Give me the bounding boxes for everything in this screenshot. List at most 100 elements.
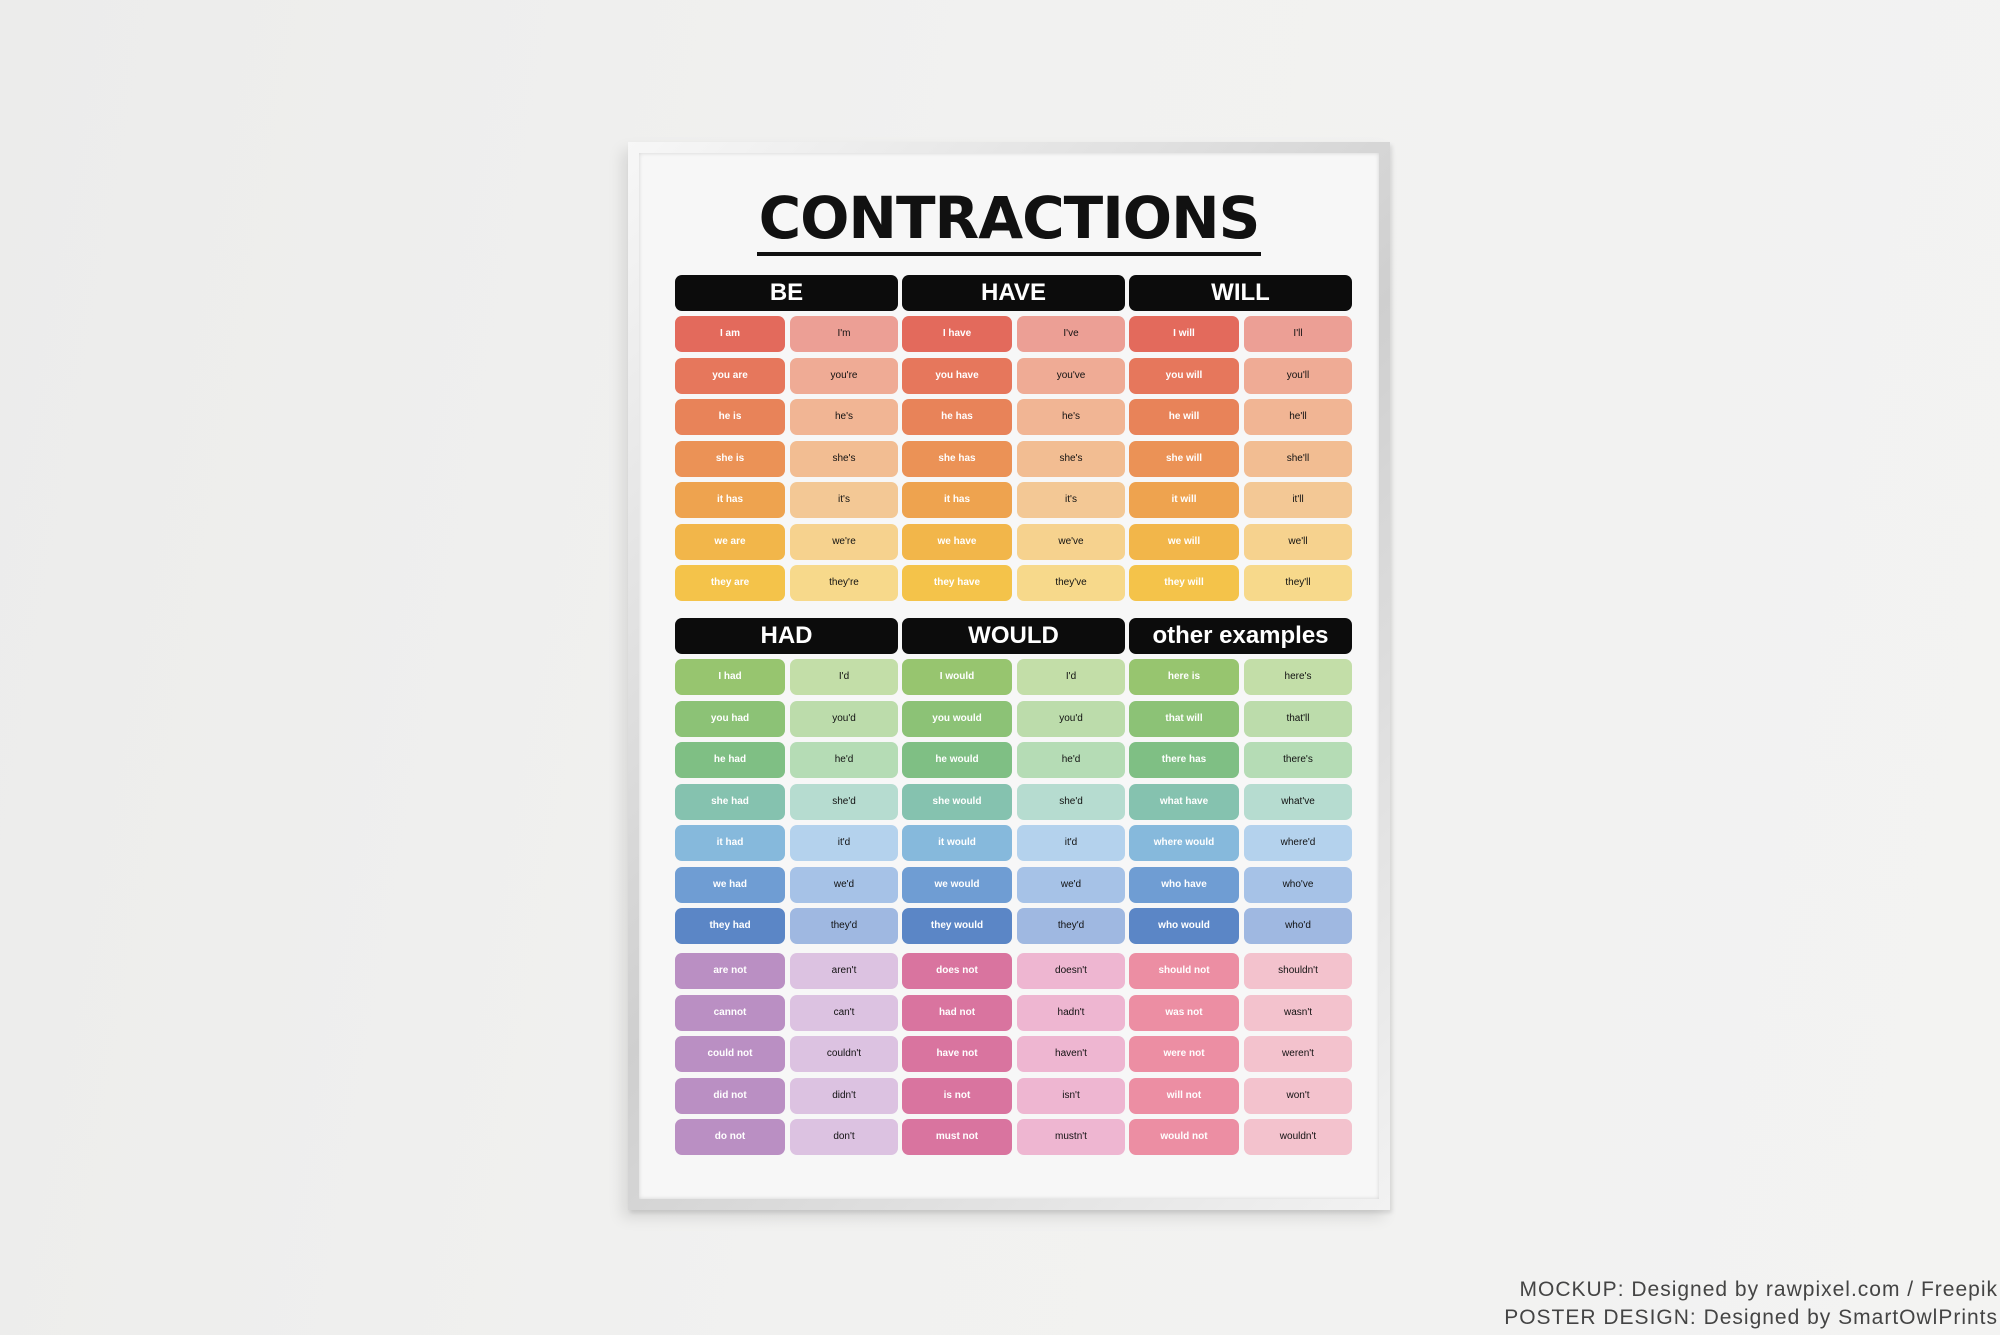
full-form-cell: was not — [1129, 994, 1239, 1031]
contraction-cell: she'd — [790, 783, 898, 820]
full-form-cell: what have — [1129, 783, 1239, 820]
contraction-cell: I've — [1017, 316, 1125, 352]
contraction-cell: who've — [1244, 866, 1352, 903]
contraction-cell: I'd — [790, 659, 898, 695]
poster-title: CONTRACTIONS — [639, 184, 1379, 256]
contraction-cell: what've — [1244, 783, 1352, 820]
contraction-cell: you've — [1017, 357, 1125, 394]
full-form-cell: is not — [902, 1077, 1012, 1114]
contraction-cell: he'd — [790, 742, 898, 778]
contraction-cell: it'll — [1244, 482, 1352, 518]
full-form-cell: will not — [1129, 1077, 1239, 1114]
full-form-cell: we have — [902, 523, 1012, 560]
contraction-cell: he's — [1017, 399, 1125, 435]
full-form-cell: they are — [675, 565, 785, 601]
section-header: WILL — [1129, 275, 1352, 311]
section-header: other examples — [1129, 618, 1352, 654]
full-form-cell: he will — [1129, 399, 1239, 435]
contraction-cell: you'll — [1244, 357, 1352, 394]
contraction-cell: wouldn't — [1244, 1119, 1352, 1155]
full-form-cell: she has — [902, 440, 1012, 477]
full-form-cell: had not — [902, 994, 1012, 1031]
contraction-cell: there's — [1244, 742, 1352, 778]
contraction-cell: we'd — [790, 866, 898, 903]
contraction-cell: can't — [790, 994, 898, 1031]
credits: MOCKUP: Designed by rawpixel.com / Freep… — [1504, 1276, 1998, 1332]
contraction-cell: I'll — [1244, 316, 1352, 352]
contraction-cell: won't — [1244, 1077, 1352, 1114]
contraction-cell: wasn't — [1244, 994, 1352, 1031]
contraction-cell: isn't — [1017, 1077, 1125, 1114]
full-form-cell: you have — [902, 357, 1012, 394]
contraction-cell: they'll — [1244, 565, 1352, 601]
contraction-cell: didn't — [790, 1077, 898, 1114]
full-form-cell: there has — [1129, 742, 1239, 778]
full-form-cell: you had — [675, 700, 785, 737]
mockup-credit: MOCKUP: Designed by rawpixel.com / Freep… — [1519, 1278, 1998, 1301]
contractions-poster: CONTRACTIONS BE HAVE WILL I am I'm you are you… — [639, 153, 1379, 1199]
contraction-cell: shouldn't — [1244, 953, 1352, 989]
poster-frame: CONTRACTIONS BE HAVE WILL I am I'm you are you… — [628, 142, 1390, 1210]
contraction-cell: haven't — [1017, 1036, 1125, 1072]
poster-title-text: CONTRACTIONS — [756, 184, 1262, 256]
full-form-cell: they have — [902, 565, 1012, 601]
full-form-cell: cannot — [675, 994, 785, 1031]
full-form-cell: I have — [902, 316, 1012, 352]
full-form-cell: she is — [675, 440, 785, 477]
contraction-cell: you're — [790, 357, 898, 394]
contraction-cell: doesn't — [1017, 953, 1125, 989]
full-form-cell: that will — [1129, 700, 1239, 737]
full-form-cell: were not — [1129, 1036, 1239, 1072]
full-form-cell: are not — [675, 953, 785, 989]
full-form-cell: you are — [675, 357, 785, 394]
full-form-cell: I am — [675, 316, 785, 352]
contraction-cell: they're — [790, 565, 898, 601]
full-form-cell: they would — [902, 908, 1012, 944]
full-form-cell: it has — [902, 482, 1012, 518]
contraction-cell: we're — [790, 523, 898, 560]
full-form-cell: we had — [675, 866, 785, 903]
full-form-cell: would not — [1129, 1119, 1239, 1155]
full-form-cell: have not — [902, 1036, 1012, 1072]
contraction-cell: you'd — [790, 700, 898, 737]
contraction-cell: couldn't — [790, 1036, 898, 1072]
contraction-cell: she's — [790, 440, 898, 477]
full-form-cell: where would — [1129, 825, 1239, 861]
full-form-cell: I had — [675, 659, 785, 695]
full-form-cell: we will — [1129, 523, 1239, 560]
full-form-cell: do not — [675, 1119, 785, 1155]
contraction-cell: I'm — [790, 316, 898, 352]
contraction-cell: she's — [1017, 440, 1125, 477]
full-form-cell: we are — [675, 523, 785, 560]
full-form-cell: they will — [1129, 565, 1239, 601]
full-form-cell: could not — [675, 1036, 785, 1072]
full-form-cell: he is — [675, 399, 785, 435]
full-form-cell: must not — [902, 1119, 1012, 1155]
contraction-cell: they'd — [1017, 908, 1125, 944]
contraction-cell: it's — [1017, 482, 1125, 518]
contraction-cell: mustn't — [1017, 1119, 1125, 1155]
contraction-cell: he'll — [1244, 399, 1352, 435]
full-form-cell: you would — [902, 700, 1012, 737]
full-form-cell: who would — [1129, 908, 1239, 944]
contraction-cell: who'd — [1244, 908, 1352, 944]
contraction-cell: weren't — [1244, 1036, 1352, 1072]
contraction-cell: she'll — [1244, 440, 1352, 477]
section-header: HAD — [675, 618, 898, 654]
full-form-cell: here is — [1129, 659, 1239, 695]
full-form-cell: who have — [1129, 866, 1239, 903]
contraction-cell: here's — [1244, 659, 1352, 695]
full-form-cell: does not — [902, 953, 1012, 989]
full-form-cell: we would — [902, 866, 1012, 903]
full-form-cell: it has — [675, 482, 785, 518]
contraction-cell: he's — [790, 399, 898, 435]
full-form-cell: it will — [1129, 482, 1239, 518]
contraction-cell: it'd — [790, 825, 898, 861]
full-form-cell: I will — [1129, 316, 1239, 352]
full-form-cell: he would — [902, 742, 1012, 778]
contraction-cell: where'd — [1244, 825, 1352, 861]
contraction-cell: you'd — [1017, 700, 1125, 737]
full-form-cell: he had — [675, 742, 785, 778]
full-form-cell: I would — [902, 659, 1012, 695]
full-form-cell: you will — [1129, 357, 1239, 394]
